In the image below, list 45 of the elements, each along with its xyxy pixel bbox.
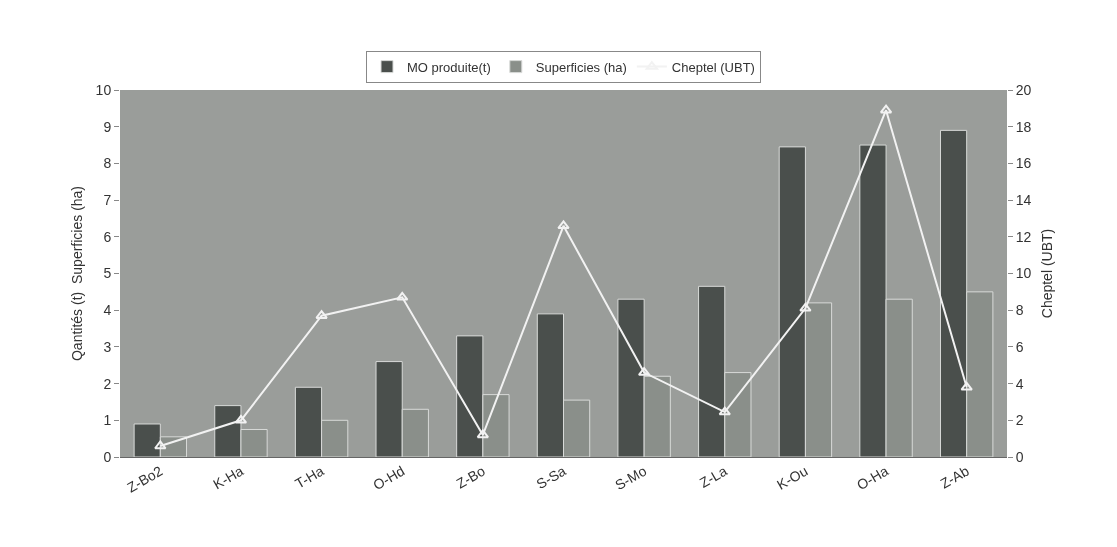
point xyxy=(718,406,731,416)
x-tick-label: S-Sa xyxy=(533,462,569,493)
legend-label: MO produite(t) xyxy=(407,59,491,75)
point xyxy=(154,440,167,450)
y-tick-label: 9 xyxy=(103,118,112,135)
x-tick-label: S-Mo xyxy=(612,462,650,494)
x-tick-label: K-Ha xyxy=(210,462,247,493)
y-tick-label: 4 xyxy=(103,302,112,319)
y2-tick-label: 20 xyxy=(1015,81,1032,98)
point xyxy=(799,302,812,312)
y2-tick-label: 14 xyxy=(1015,192,1032,208)
y2-tick-label: 18 xyxy=(1015,118,1032,135)
y-tick-label: 0 xyxy=(103,448,112,465)
y2-tick-label: 0 xyxy=(1015,448,1024,465)
legend-label: Superficies (ha) xyxy=(535,59,627,75)
point xyxy=(396,291,409,301)
y-tick-label: 5 xyxy=(103,265,112,282)
y-tick-label: 6 xyxy=(103,228,112,245)
point xyxy=(879,104,893,114)
x-tick-label: O-Ha xyxy=(854,462,892,494)
x-tick-label: Z-Bo xyxy=(453,462,489,492)
y-axis-title: Qantités (t) Superficies (ha) xyxy=(69,185,85,362)
y2-tick-label: 16 xyxy=(1015,155,1032,172)
y2-axis-title: Cheptel (UBT) xyxy=(1039,228,1055,319)
y-tick-label: 7 xyxy=(103,192,112,208)
point xyxy=(234,414,248,424)
legend-label: Cheptel (UBT) xyxy=(671,59,755,75)
x-tick-label: K-Ou xyxy=(774,462,811,493)
y-tick-label: 1 xyxy=(103,412,112,429)
x-tick-label: Z-La xyxy=(696,462,730,491)
y-tick-label: 2 xyxy=(103,375,112,392)
point xyxy=(960,381,973,391)
y-tick-label: 8 xyxy=(103,155,112,172)
point xyxy=(557,220,570,230)
x-tick-label: T-Ha xyxy=(292,462,327,492)
y2-tick-label: 12 xyxy=(1015,228,1032,245)
y2-tick-label: 6 xyxy=(1015,338,1024,355)
x-tick-label: Z-Ab xyxy=(937,462,972,492)
y2-tick-label: 8 xyxy=(1015,302,1024,319)
y2-tick-label: 2 xyxy=(1015,412,1024,429)
y2-tick-label: 4 xyxy=(1015,375,1024,392)
y2-tick-label: 10 xyxy=(1015,265,1032,282)
y-tick-label: 10 xyxy=(95,81,112,98)
y-tick-label: 3 xyxy=(103,338,112,355)
point xyxy=(476,429,490,439)
